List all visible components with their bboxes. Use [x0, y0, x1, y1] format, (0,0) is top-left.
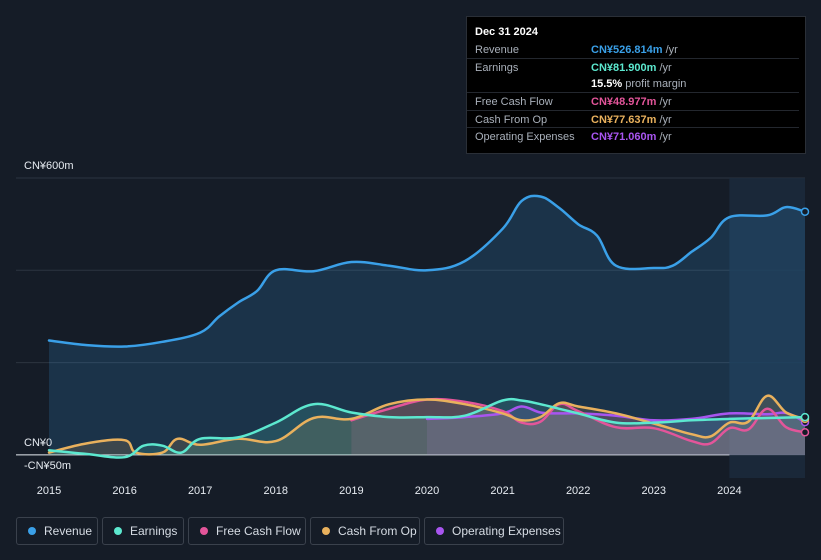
- legend-item-cash-from-op[interactable]: Cash From Op: [310, 517, 420, 545]
- revenue-endpoint: [800, 207, 810, 216]
- tooltip-date: Dec 31 2024: [475, 26, 538, 38]
- earnings-area: [49, 399, 805, 458]
- x-tick-label: 2022: [565, 485, 591, 497]
- legend-label: Free Cash Flow: [216, 524, 301, 538]
- free-cash-flow-area: [351, 399, 805, 455]
- x-tick-label: 2018: [263, 485, 289, 497]
- legend-label: Cash From Op: [338, 524, 417, 538]
- tooltip-value: CN¥48.977m /yr: [591, 96, 672, 108]
- series-lines: [47, 194, 807, 459]
- x-tick-label: 2020: [414, 485, 440, 497]
- revenue-dot-icon: [28, 527, 36, 535]
- revenue-line: [47, 194, 807, 348]
- forecast-highlight: [729, 178, 805, 478]
- legend-label: Operating Expenses: [452, 524, 561, 538]
- tooltip-row-revenue: Revenue CN¥526.814m /yr: [467, 41, 799, 58]
- free-cash-flow-endpoint: [800, 428, 810, 437]
- cash-from-op-dot-icon: [322, 527, 330, 535]
- tooltip-row-opex: Operating Expenses CN¥71.060m /yr: [467, 127, 799, 145]
- y-axis-zero-label: CN¥0: [24, 437, 53, 449]
- tooltip-row-earnings: Earnings CN¥81.900m /yr: [467, 58, 799, 76]
- x-tick-label: 2024: [717, 485, 742, 497]
- y-axis-top-label: CN¥600m: [24, 160, 74, 172]
- tooltip-label: Free Cash Flow: [475, 96, 553, 108]
- tooltip-value: CN¥77.637m /yr: [591, 114, 672, 126]
- free-cash-flow-dot-icon: [200, 527, 208, 535]
- y-axis-bottom-label: -CN¥50m: [24, 460, 72, 472]
- tooltip-value: CN¥81.900m /yr: [591, 62, 672, 74]
- legend-item-free-cash-flow[interactable]: Free Cash Flow: [188, 517, 306, 545]
- earnings-endpoint: [800, 412, 810, 422]
- tooltip-label: Earnings: [475, 62, 519, 74]
- tooltip-label: Revenue: [475, 44, 520, 56]
- x-tick-label: 2016: [112, 485, 137, 497]
- earnings-line: [47, 397, 807, 459]
- x-tick-label: 2023: [641, 485, 667, 497]
- series-endpoints: [800, 207, 810, 437]
- series-areas: [49, 195, 805, 458]
- x-tick-label: 2019: [339, 485, 364, 497]
- legend-item-revenue[interactable]: Revenue: [16, 517, 98, 545]
- tooltip-label: Operating Expenses: [475, 131, 575, 143]
- legend-label: Earnings: [130, 524, 178, 538]
- tooltip-row-fcf: Free Cash Flow CN¥48.977m /yr: [467, 92, 799, 110]
- legend-item-earnings[interactable]: Earnings: [102, 517, 184, 545]
- x-tick-label: 2017: [187, 485, 213, 497]
- tooltip-label: Cash From Op: [475, 114, 548, 126]
- operating-expenses-dot-icon: [436, 527, 444, 535]
- profit-margin: 15.5% profit margin: [591, 78, 687, 90]
- revenue-area: [49, 195, 805, 455]
- highlight-band: [729, 178, 805, 478]
- tooltip-row-cfo: Cash From Op CN¥77.637m /yr: [467, 110, 799, 128]
- legend-label: Revenue: [44, 524, 93, 538]
- cash-from-op-area: [49, 395, 805, 455]
- legend-item-operating-expenses[interactable]: Operating Expenses: [424, 517, 564, 545]
- x-tick-label: 2021: [490, 485, 515, 497]
- earnings-dot-icon: [114, 527, 122, 535]
- tooltip-value: CN¥71.060m /yr: [591, 131, 672, 143]
- tooltip-value: CN¥526.814m /yr: [591, 44, 678, 56]
- tooltip: Dec 31 2024 Revenue CN¥526.814m /yr Earn…: [466, 16, 806, 154]
- tooltip-row-margin: 15.5% profit margin: [467, 75, 799, 92]
- x-tick-label: 2015: [36, 485, 62, 497]
